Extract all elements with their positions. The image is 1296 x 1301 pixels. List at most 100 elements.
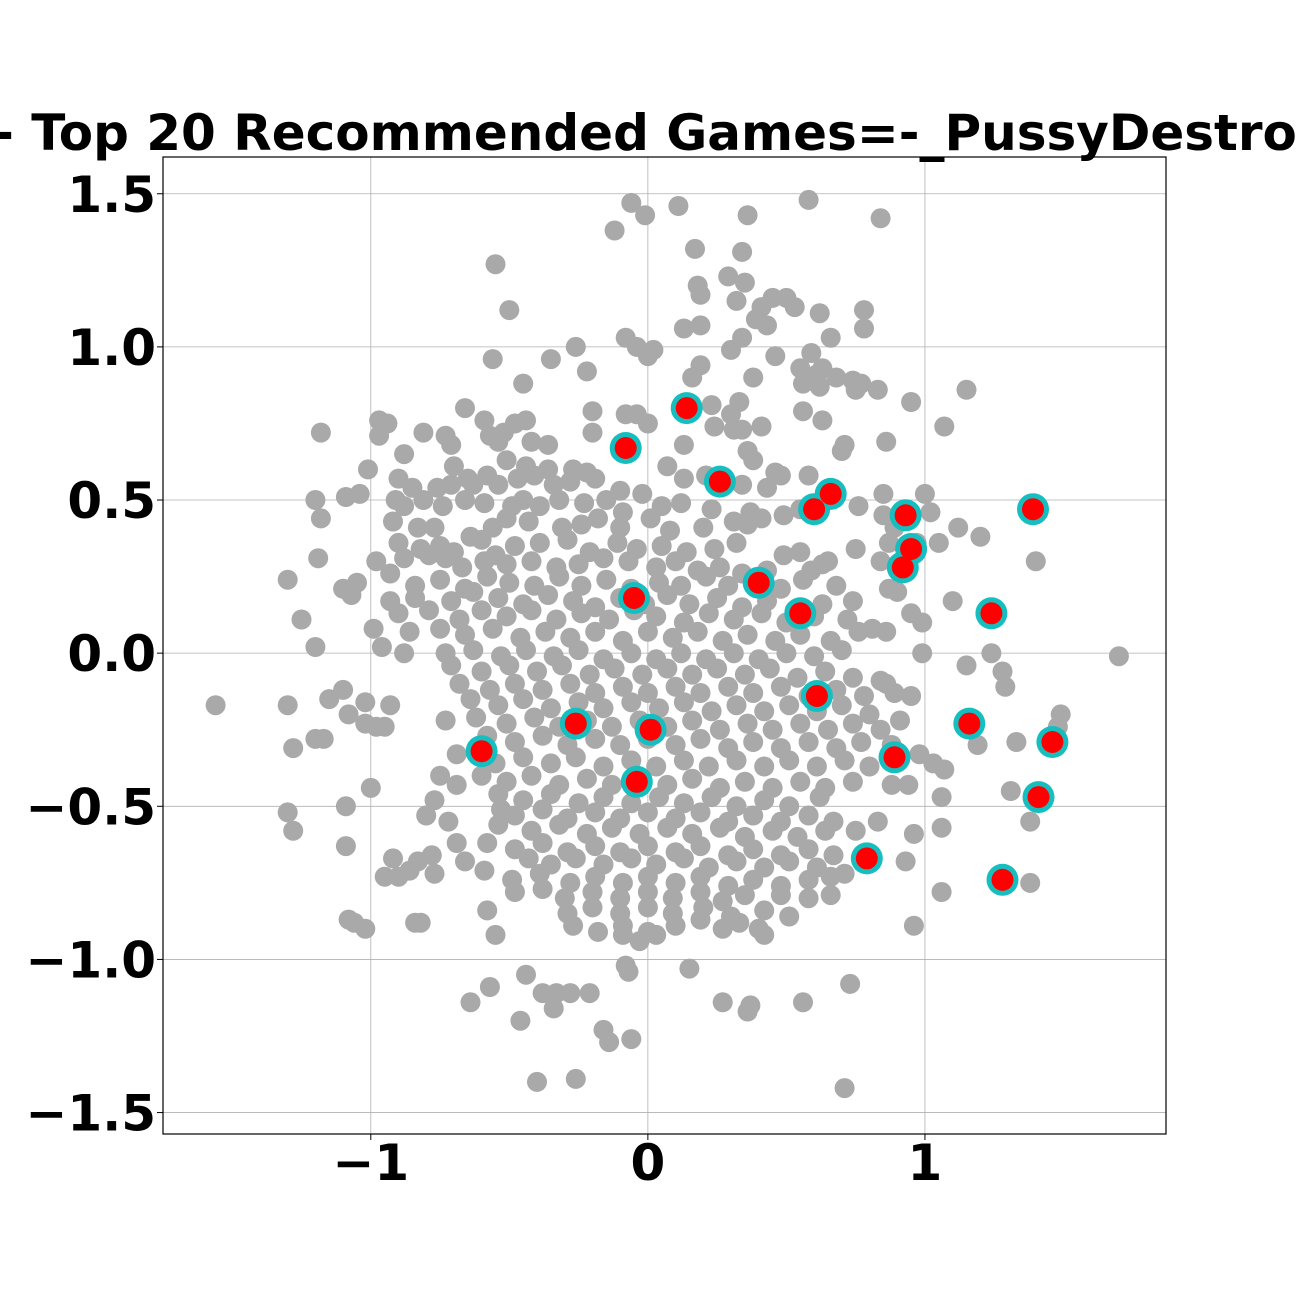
game-point [804,646,825,667]
game-point [560,673,581,694]
game-point [355,918,376,939]
game-point [831,441,852,461]
game-point [532,833,553,853]
game-point [565,336,586,357]
game-point [516,964,536,985]
game-point [801,343,822,363]
game-point [543,474,564,495]
game-point [438,811,459,832]
recommended-point [625,770,648,793]
game-point [726,695,747,716]
game-point [673,434,694,455]
y-tick-label: 0.0 [67,625,156,683]
game-point [898,774,919,795]
game-point [388,532,409,553]
game-point [410,912,431,933]
game-point [585,621,606,642]
game-point [599,609,620,630]
game-point [568,692,589,713]
game-point [540,753,561,774]
recommended-point [1022,498,1044,521]
game-point [718,676,739,697]
game-point [762,820,783,841]
game-point [698,603,719,624]
game-point [759,658,780,679]
game-point [310,508,331,529]
game-point [934,416,955,437]
game-point [793,373,813,394]
game-point [596,490,617,510]
game-point [441,434,462,455]
game-point [335,796,356,817]
game-point [363,618,384,639]
game-point [355,692,376,713]
game-point [665,735,686,755]
game-point [394,643,415,664]
recommended-point [675,397,698,420]
game-point [610,735,631,755]
game-point [513,490,534,510]
game-point [430,618,451,639]
game-point [1000,781,1021,801]
game-point [732,419,753,440]
game-point [743,367,764,388]
game-point [743,450,764,471]
game-point [798,189,819,210]
game-point [1020,872,1041,893]
game-point [787,667,808,688]
game-point [529,496,550,517]
game-point [394,548,415,569]
game-point [721,339,741,360]
recommended-point [614,437,637,459]
game-point [690,728,711,749]
game-point [859,756,880,777]
game-point [729,912,750,933]
game-point [510,1010,531,1031]
game-point [540,784,561,804]
game-point [901,392,922,412]
game-point [851,732,872,752]
game-point [424,517,445,538]
game-point [770,885,791,906]
game-point [757,477,777,498]
game-point [549,566,570,587]
game-point [341,585,362,605]
game-point [463,640,484,661]
recommended-point [639,718,662,741]
game-point [568,554,589,575]
game-point [521,600,542,621]
game-point [524,465,545,486]
game-point [499,300,520,321]
game-point [690,909,711,930]
game-point [441,655,462,676]
game-point [571,575,592,596]
game-point [527,661,547,682]
game-point [665,915,686,936]
game-point [529,863,550,884]
game-point [673,750,694,771]
game-point [521,765,542,786]
game-point [535,621,556,642]
game-point [435,710,456,731]
game-point [607,532,628,553]
recommended-point [1041,731,1064,753]
game-point [709,817,730,838]
game-point [557,529,578,550]
game-point [870,719,891,740]
game-point [737,1001,758,1022]
game-point [842,713,863,734]
y-tick-label: 1.5 [67,166,156,224]
game-point [488,814,509,835]
game-point [291,609,312,630]
game-point [793,569,813,590]
game-point [452,557,473,578]
game-point [338,704,359,725]
game-point [798,465,819,486]
game-point [588,508,608,529]
game-point [621,643,642,664]
game-point [632,483,653,504]
game-point [474,860,495,881]
game-point [560,872,581,893]
game-point [779,851,800,872]
recommended-point [980,602,1003,625]
